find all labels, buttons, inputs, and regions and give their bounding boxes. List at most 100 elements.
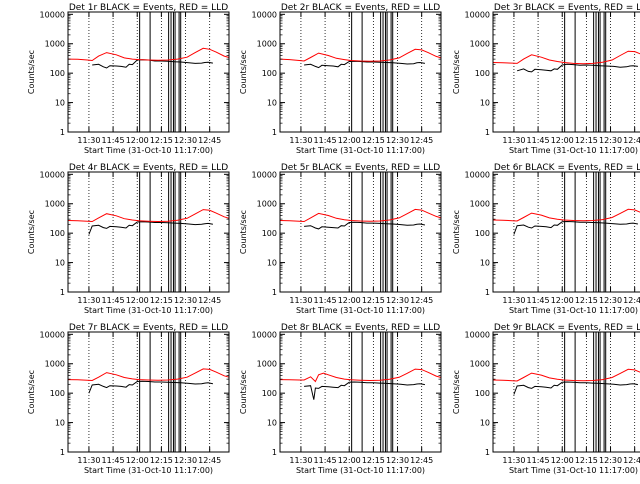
y-tick-label: 10 [55,259,65,268]
data-gap-marker [351,11,363,133]
y-tick-label: 100 [50,389,65,398]
data-gap-marker [139,11,151,133]
x-tick-label: 11:45 [102,136,125,145]
x-axis-label: Start Time (31-Oct-10 11:17:00) [296,466,425,475]
y-tick-label: 1 [272,448,277,457]
series-events [304,60,425,69]
x-tick-label: 11:45 [527,296,550,305]
series-events [88,221,213,235]
x-tick-label: 11:30 [502,456,525,465]
x-tick-label: 11:45 [314,456,337,465]
x-tick-label: 12:30 [386,456,409,465]
x-axis-label: Start Time (31-Oct-10 11:17:00) [296,146,425,155]
panel-det-5r: 1 10 100 1000 10000 11:30 11:45 12:00 12:15 12:30… [239,163,442,315]
x-tick-label: 11:30 [77,136,100,145]
series-lld [279,208,442,223]
y-axis-label: Counts/sec [239,210,248,254]
x-tick-label: 11:30 [502,136,525,145]
x-axis-label: Start Time (31-Oct-10 11:17:00) [509,146,638,155]
y-axis-label: Counts/sec [239,370,248,414]
x-tick-label: 12:00 [551,456,574,465]
y-axis-label: Counts/sec [452,210,461,254]
y-tick-label: 10000 [465,330,490,339]
series-events [304,221,426,230]
x-tick-label: 12:30 [386,136,409,145]
series-lld [67,47,230,62]
y-tick-label: 1000 [257,200,277,209]
y-axis-label: Counts/sec [452,50,461,94]
x-axis-label: Start Time (31-Oct-10 11:17:00) [84,306,213,315]
y-tick-label: 100 [262,389,277,398]
x-tick-label: 12:15 [575,456,598,465]
y-axis-label: Counts/sec [239,50,248,94]
x-tick-label: 12:15 [362,296,385,305]
series-events [304,381,425,400]
panel-det-7r: 1 10 100 1000 10000 11:30 11:45 12:00 12:15 12:30… [27,323,230,475]
data-gap-marker [380,331,384,453]
y-tick-label: 10000 [252,330,277,339]
data-gap-marker [168,11,172,133]
data-gap-marker [380,171,384,293]
data-gap-marker [390,11,394,133]
series-events [92,59,213,69]
panel-title: Det 6r BLACK = Events, RED = LLD [494,163,640,173]
x-tick-label: 12:45 [198,456,221,465]
y-tick-label: 100 [262,229,277,238]
data-gap-marker [351,171,363,293]
y-axis-label: Counts/sec [27,210,36,254]
plot-frame [279,171,442,293]
data-gap-marker [597,171,601,293]
data-gap-marker [384,171,388,293]
plot-frame [67,11,230,133]
panel-title: Det 5r BLACK = Events, RED = LLD [281,163,440,173]
data-gap-marker [603,331,607,453]
x-tick-label: 12:15 [150,296,173,305]
x-tick-label: 12:45 [410,456,433,465]
y-tick-label: 10000 [252,10,277,19]
data-gap-marker [384,11,388,133]
data-gap-marker [390,331,394,453]
y-tick-label: 10 [480,419,490,428]
y-axis-label: Counts/sec [452,370,461,414]
panel-det-4r: 1 10 100 1000 10000 11:30 11:45 12:00 12:15 12:30… [27,163,230,315]
data-gap-marker [564,171,576,293]
data-gap-marker [351,331,363,453]
x-tick-label: 11:45 [102,456,125,465]
x-axis-label: Start Time (31-Oct-10 11:17:00) [84,466,213,475]
y-tick-label: 10000 [40,170,65,179]
x-tick-label: 12:45 [410,136,433,145]
data-gap-marker [172,331,176,453]
x-tick-label: 12:00 [551,296,574,305]
data-gap-marker [380,11,384,133]
x-tick-label: 11:45 [527,136,550,145]
x-tick-label: 12:45 [198,136,221,145]
x-tick-label: 12:00 [126,296,149,305]
plot-frame [67,331,230,453]
plot-frame [492,171,640,293]
y-tick-label: 10000 [252,170,277,179]
y-tick-label: 1000 [470,200,490,209]
data-gap-marker [139,331,151,453]
x-tick-label: 11:45 [314,296,337,305]
x-tick-label: 11:30 [289,136,312,145]
y-tick-label: 10 [55,99,65,108]
data-gap-marker [384,331,388,453]
x-tick-label: 11:45 [527,456,550,465]
panel-det-2r: 1 10 100 1000 10000 11:30 11:45 12:00 12:15 12:30… [239,3,442,155]
x-tick-label: 11:30 [77,456,100,465]
x-tick-label: 12:00 [126,456,149,465]
series-events [516,63,638,73]
data-gap-marker [178,171,182,293]
plot-frame [492,11,640,133]
series-lld [279,368,442,383]
y-tick-label: 100 [50,69,65,78]
y-tick-label: 1000 [45,360,65,369]
data-gap-marker [603,11,607,133]
x-tick-label: 12:30 [174,456,197,465]
plot-frame [279,331,442,453]
y-tick-label: 1000 [45,40,65,49]
y-tick-label: 100 [475,229,490,238]
x-axis-label: Start Time (31-Oct-10 11:17:00) [84,146,213,155]
series-lld [67,368,230,382]
x-axis-label: Start Time (31-Oct-10 11:17:00) [509,466,638,475]
